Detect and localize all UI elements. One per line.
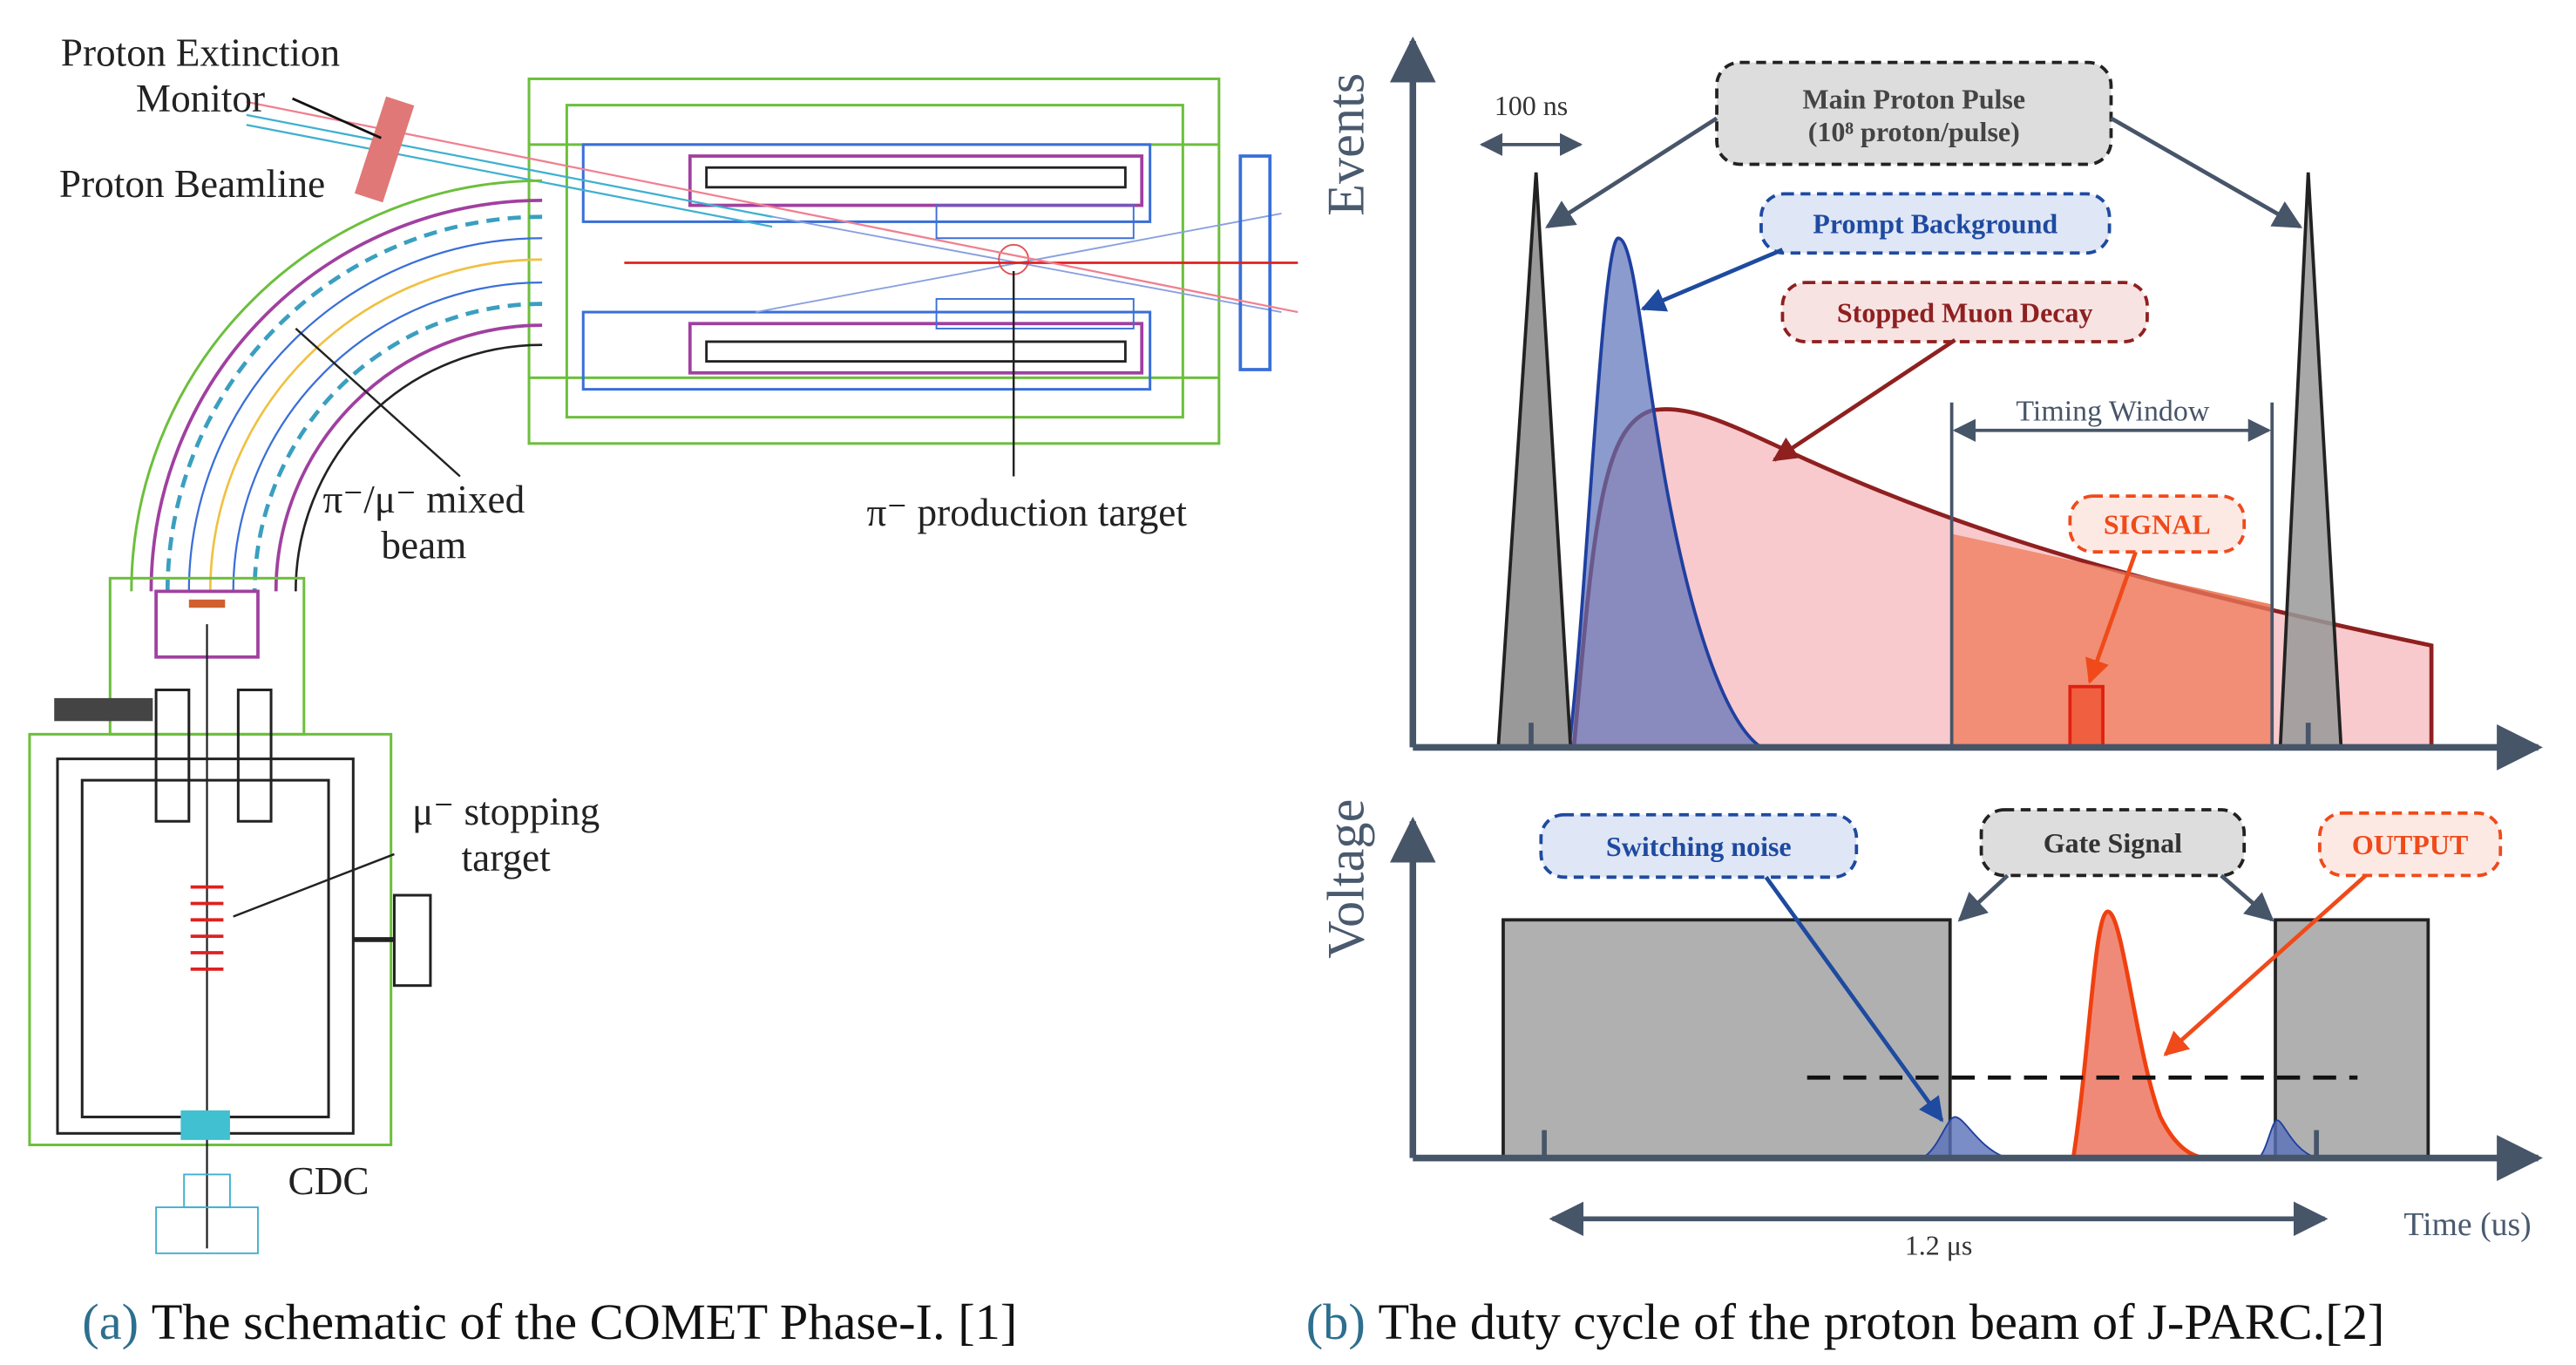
label: 1.2 μs [1905, 1230, 1973, 1261]
label: Main Proton Pulse [1802, 83, 2025, 114]
label: μ⁻ stopping [412, 790, 600, 833]
label: Prompt Background [1813, 208, 2057, 240]
label: 100 ns [1495, 90, 1569, 121]
label: π⁻ production target [867, 491, 1188, 534]
label: SIGNAL [2104, 508, 2211, 540]
label: Switching noise [1606, 831, 1792, 862]
label: beam [381, 524, 466, 567]
page: {"panel_a":{"labels":["Proton Extinction… [0, 0, 2576, 1365]
caption: (b) The duty cycle of the proton beam of… [1306, 1294, 2385, 1350]
caption: (a) The schematic of the COMET Phase-I. … [82, 1294, 1017, 1350]
comet-schematic [30, 78, 1298, 1253]
label: Proton Extinction [61, 31, 340, 74]
axis-label: Voltage [1318, 799, 1376, 959]
label: Monitor [136, 77, 265, 120]
label: target [462, 836, 552, 879]
caption-tag: (a) [82, 1294, 139, 1350]
figure: Proton Extinction Monitor Proton Beamlin… [0, 0, 2576, 1365]
label: (10⁸ proton/pulse) [1808, 116, 2020, 147]
label: Gate Signal [2044, 827, 2182, 859]
label: CDC [288, 1159, 369, 1203]
caption-text: The duty cycle of the proton beam of J-P… [1378, 1294, 2384, 1350]
label: π⁻/μ⁻ mixed [323, 478, 525, 521]
label: Proton Beamline [59, 162, 325, 206]
axis-label: Events [1318, 73, 1376, 216]
label: Stopped Muon Decay [1837, 296, 2093, 328]
axis-label: Time (us) [2403, 1206, 2531, 1243]
label: OUTPUT [2352, 829, 2469, 860]
label: Timing Window [2016, 395, 2209, 427]
caption-tag: (b) [1306, 1294, 1366, 1350]
caption-text: The schematic of the COMET Phase-I. [1] [152, 1294, 1018, 1350]
